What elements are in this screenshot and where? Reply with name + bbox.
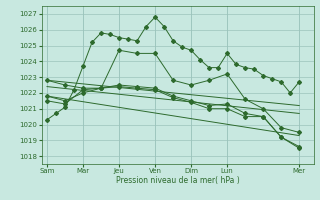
X-axis label: Pression niveau de la mer( hPa ): Pression niveau de la mer( hPa ) <box>116 176 239 185</box>
